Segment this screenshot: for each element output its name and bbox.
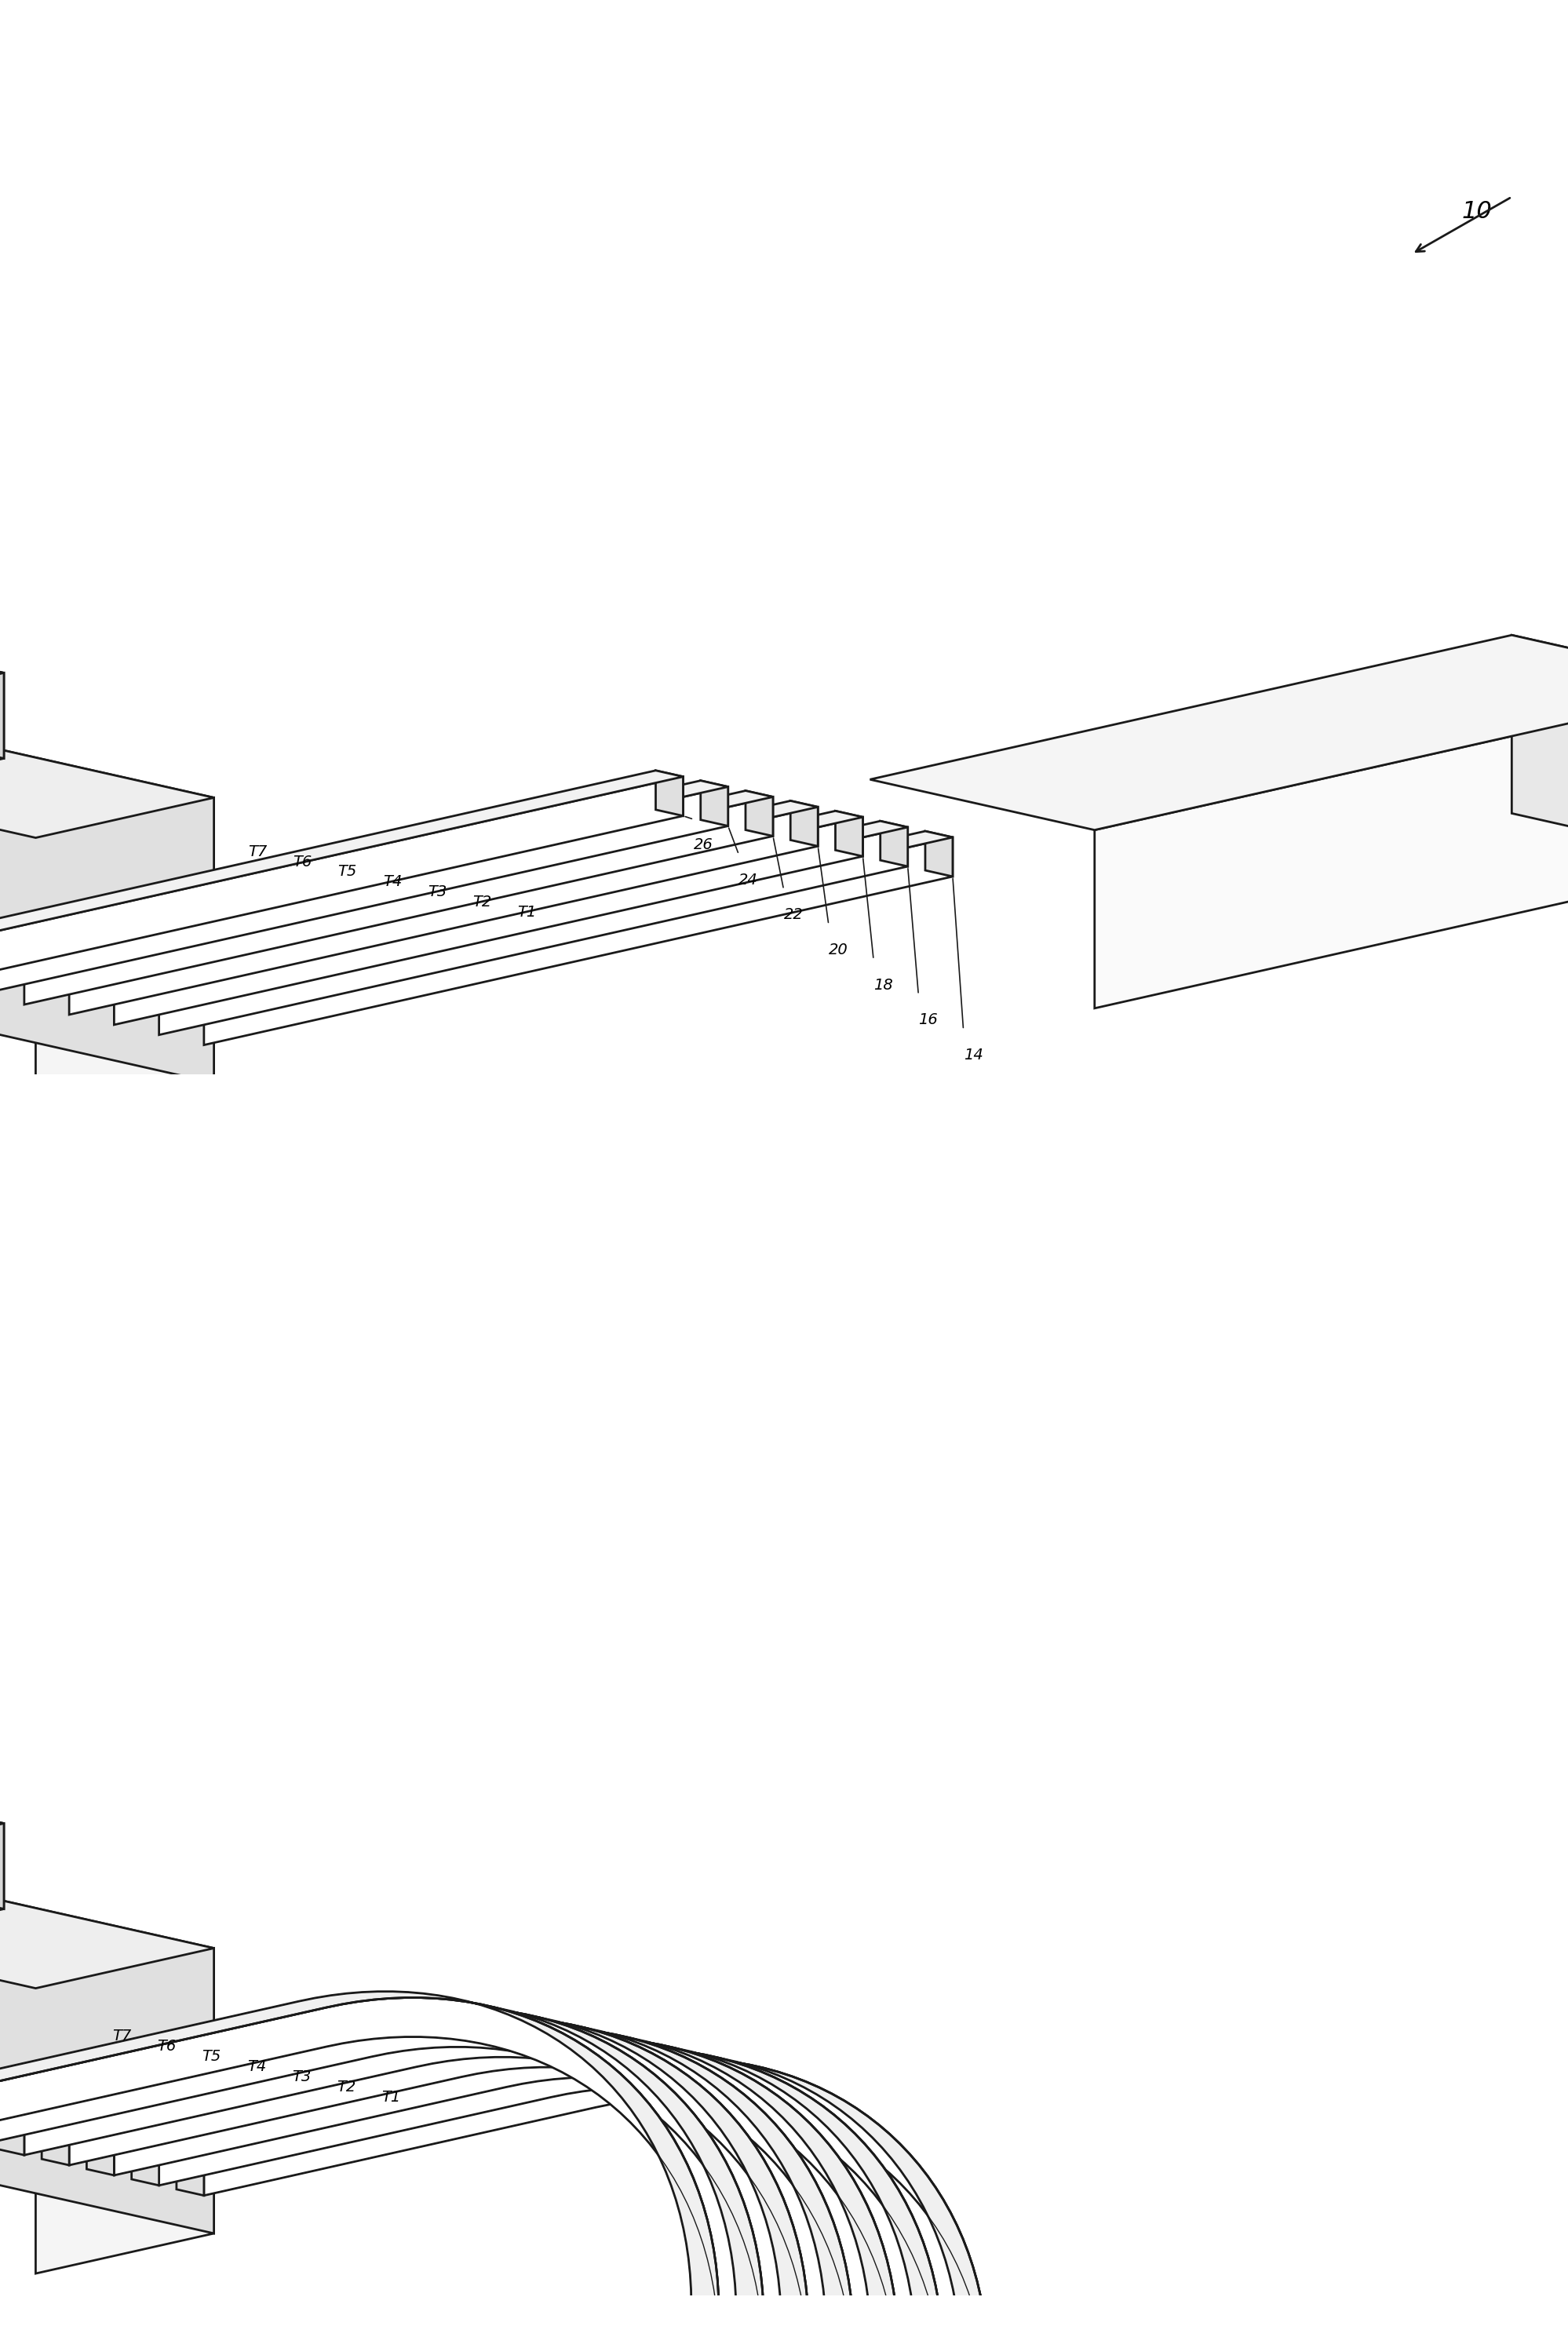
Polygon shape bbox=[0, 780, 728, 956]
Polygon shape bbox=[836, 810, 862, 857]
Text: T4: T4 bbox=[246, 2059, 267, 2073]
Polygon shape bbox=[735, 2315, 764, 2348]
Polygon shape bbox=[176, 831, 952, 1005]
Text: 18: 18 bbox=[873, 977, 892, 993]
Text: T1: T1 bbox=[517, 904, 536, 920]
Polygon shape bbox=[691, 2306, 718, 2348]
Text: 24: 24 bbox=[739, 873, 757, 888]
Text: T5: T5 bbox=[337, 864, 358, 878]
Polygon shape bbox=[0, 787, 728, 996]
Polygon shape bbox=[42, 2120, 69, 2165]
Polygon shape bbox=[24, 2017, 808, 2348]
Polygon shape bbox=[655, 770, 682, 815]
Polygon shape bbox=[158, 2047, 942, 2348]
Polygon shape bbox=[0, 1789, 3, 1909]
Text: 26: 26 bbox=[693, 838, 713, 852]
Polygon shape bbox=[925, 831, 952, 876]
Polygon shape bbox=[176, 2151, 204, 2195]
Polygon shape bbox=[158, 826, 908, 1035]
Text: T1: T1 bbox=[381, 2090, 401, 2104]
Polygon shape bbox=[870, 2346, 898, 2348]
Text: T6: T6 bbox=[293, 855, 312, 869]
Text: T3: T3 bbox=[428, 885, 447, 899]
Polygon shape bbox=[0, 770, 682, 946]
Polygon shape bbox=[880, 822, 908, 866]
Polygon shape bbox=[781, 2325, 808, 2348]
Polygon shape bbox=[0, 1789, 3, 1855]
Polygon shape bbox=[114, 817, 862, 1024]
Polygon shape bbox=[0, 639, 3, 704]
Text: 10: 10 bbox=[1461, 200, 1491, 223]
Polygon shape bbox=[0, 2000, 764, 2322]
Text: 14: 14 bbox=[963, 1047, 982, 1064]
Text: T2: T2 bbox=[337, 2080, 356, 2094]
Text: 22: 22 bbox=[784, 906, 803, 923]
Polygon shape bbox=[701, 780, 728, 826]
Polygon shape bbox=[132, 2043, 942, 2348]
Polygon shape bbox=[0, 2109, 24, 2155]
Polygon shape bbox=[0, 777, 682, 984]
Polygon shape bbox=[69, 2029, 853, 2348]
Text: T2: T2 bbox=[472, 895, 491, 909]
Polygon shape bbox=[86, 810, 862, 986]
Polygon shape bbox=[36, 798, 213, 1122]
Polygon shape bbox=[1094, 686, 1568, 1007]
Polygon shape bbox=[42, 2022, 853, 2341]
Polygon shape bbox=[0, 2012, 808, 2332]
Polygon shape bbox=[0, 674, 3, 791]
Polygon shape bbox=[86, 2130, 114, 2174]
Polygon shape bbox=[86, 2031, 898, 2348]
Polygon shape bbox=[0, 1824, 3, 1942]
Polygon shape bbox=[132, 2139, 158, 2186]
Text: T3: T3 bbox=[292, 2069, 310, 2085]
Text: T7: T7 bbox=[113, 2029, 132, 2043]
Polygon shape bbox=[204, 838, 952, 1045]
Polygon shape bbox=[826, 2336, 853, 2348]
Polygon shape bbox=[0, 791, 773, 965]
Polygon shape bbox=[0, 718, 213, 1082]
Polygon shape bbox=[204, 2059, 988, 2348]
Polygon shape bbox=[790, 801, 817, 845]
Polygon shape bbox=[0, 2008, 764, 2348]
Polygon shape bbox=[0, 1991, 718, 2310]
Polygon shape bbox=[745, 791, 773, 836]
Text: T7: T7 bbox=[248, 845, 267, 859]
Polygon shape bbox=[176, 2052, 988, 2348]
Polygon shape bbox=[24, 796, 773, 1005]
Text: 16: 16 bbox=[917, 1012, 938, 1028]
Polygon shape bbox=[0, 718, 213, 838]
Polygon shape bbox=[0, 1869, 213, 2233]
Polygon shape bbox=[1512, 634, 1568, 864]
Text: T5: T5 bbox=[202, 2050, 221, 2064]
Polygon shape bbox=[114, 2038, 898, 2348]
Polygon shape bbox=[0, 1998, 718, 2348]
Polygon shape bbox=[69, 808, 817, 1014]
Polygon shape bbox=[42, 801, 817, 974]
Polygon shape bbox=[0, 639, 3, 758]
Polygon shape bbox=[870, 634, 1568, 829]
Text: T6: T6 bbox=[157, 2038, 176, 2054]
Text: 20: 20 bbox=[828, 942, 848, 958]
Text: T4: T4 bbox=[383, 873, 401, 890]
Polygon shape bbox=[36, 1949, 213, 2273]
Polygon shape bbox=[0, 1869, 213, 1989]
Polygon shape bbox=[132, 822, 908, 996]
